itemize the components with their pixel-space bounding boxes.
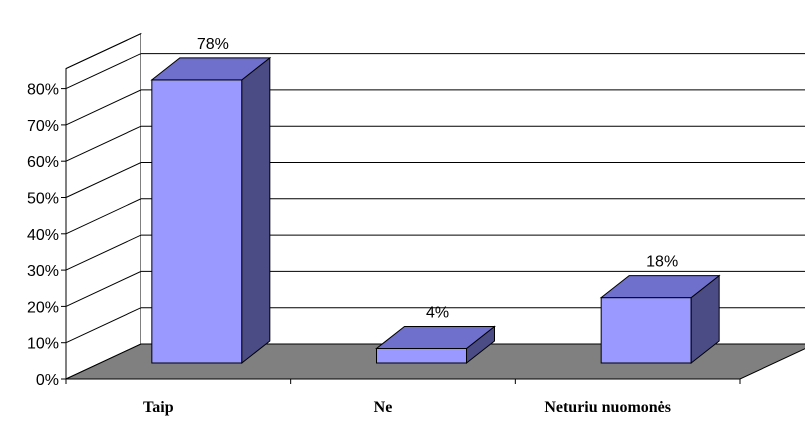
chart-walls <box>65 32 805 380</box>
x-tick-label: Taip <box>143 399 174 416</box>
data-labels: 78% 4% 18% <box>197 36 678 322</box>
gridline <box>65 89 805 126</box>
y-tick-label: 50% <box>27 191 59 208</box>
back-wall <box>141 33 805 344</box>
gridline <box>65 198 805 235</box>
bar-side <box>241 56 271 365</box>
gridline <box>65 53 805 90</box>
tick-labels: 0% 10% 20% 30% 40% 50% 60% 70% 80% Taip Ne Neturiu … <box>27 82 671 416</box>
x-tick-label: Neturiu nuomonės <box>544 399 671 416</box>
y-tick-label: 40% <box>27 227 59 244</box>
gridline <box>65 270 805 307</box>
gridlines <box>65 33 805 344</box>
bar-front <box>600 297 692 364</box>
bar-top <box>150 57 272 81</box>
x-tick-label: Ne <box>374 399 393 416</box>
y-tick-label: 0% <box>36 372 59 389</box>
gridline <box>65 307 805 344</box>
bar-front <box>151 79 243 364</box>
data-label: 18% <box>646 254 678 271</box>
gridline <box>65 33 142 70</box>
gridline <box>65 125 805 162</box>
bar-front <box>376 347 467 364</box>
bar-neturiu-nuomonės <box>599 274 721 365</box>
y-tick-label: 10% <box>27 336 59 353</box>
side-wall <box>65 32 142 380</box>
axes <box>61 68 741 384</box>
data-label: 4% <box>426 304 449 321</box>
y-tick-label: 20% <box>27 299 59 316</box>
y-tick-label: 60% <box>27 154 59 171</box>
y-tick-label: 30% <box>27 263 59 280</box>
bar-top <box>375 325 496 349</box>
bars <box>150 56 721 365</box>
bar-top <box>599 275 721 299</box>
y-tick-label: 80% <box>27 82 59 99</box>
gridline <box>65 234 805 271</box>
gridline <box>65 162 805 198</box>
data-label: 78% <box>197 36 229 53</box>
bar-ne <box>375 325 496 365</box>
y-tick-label: 70% <box>27 118 59 135</box>
bar-taip <box>150 56 272 365</box>
